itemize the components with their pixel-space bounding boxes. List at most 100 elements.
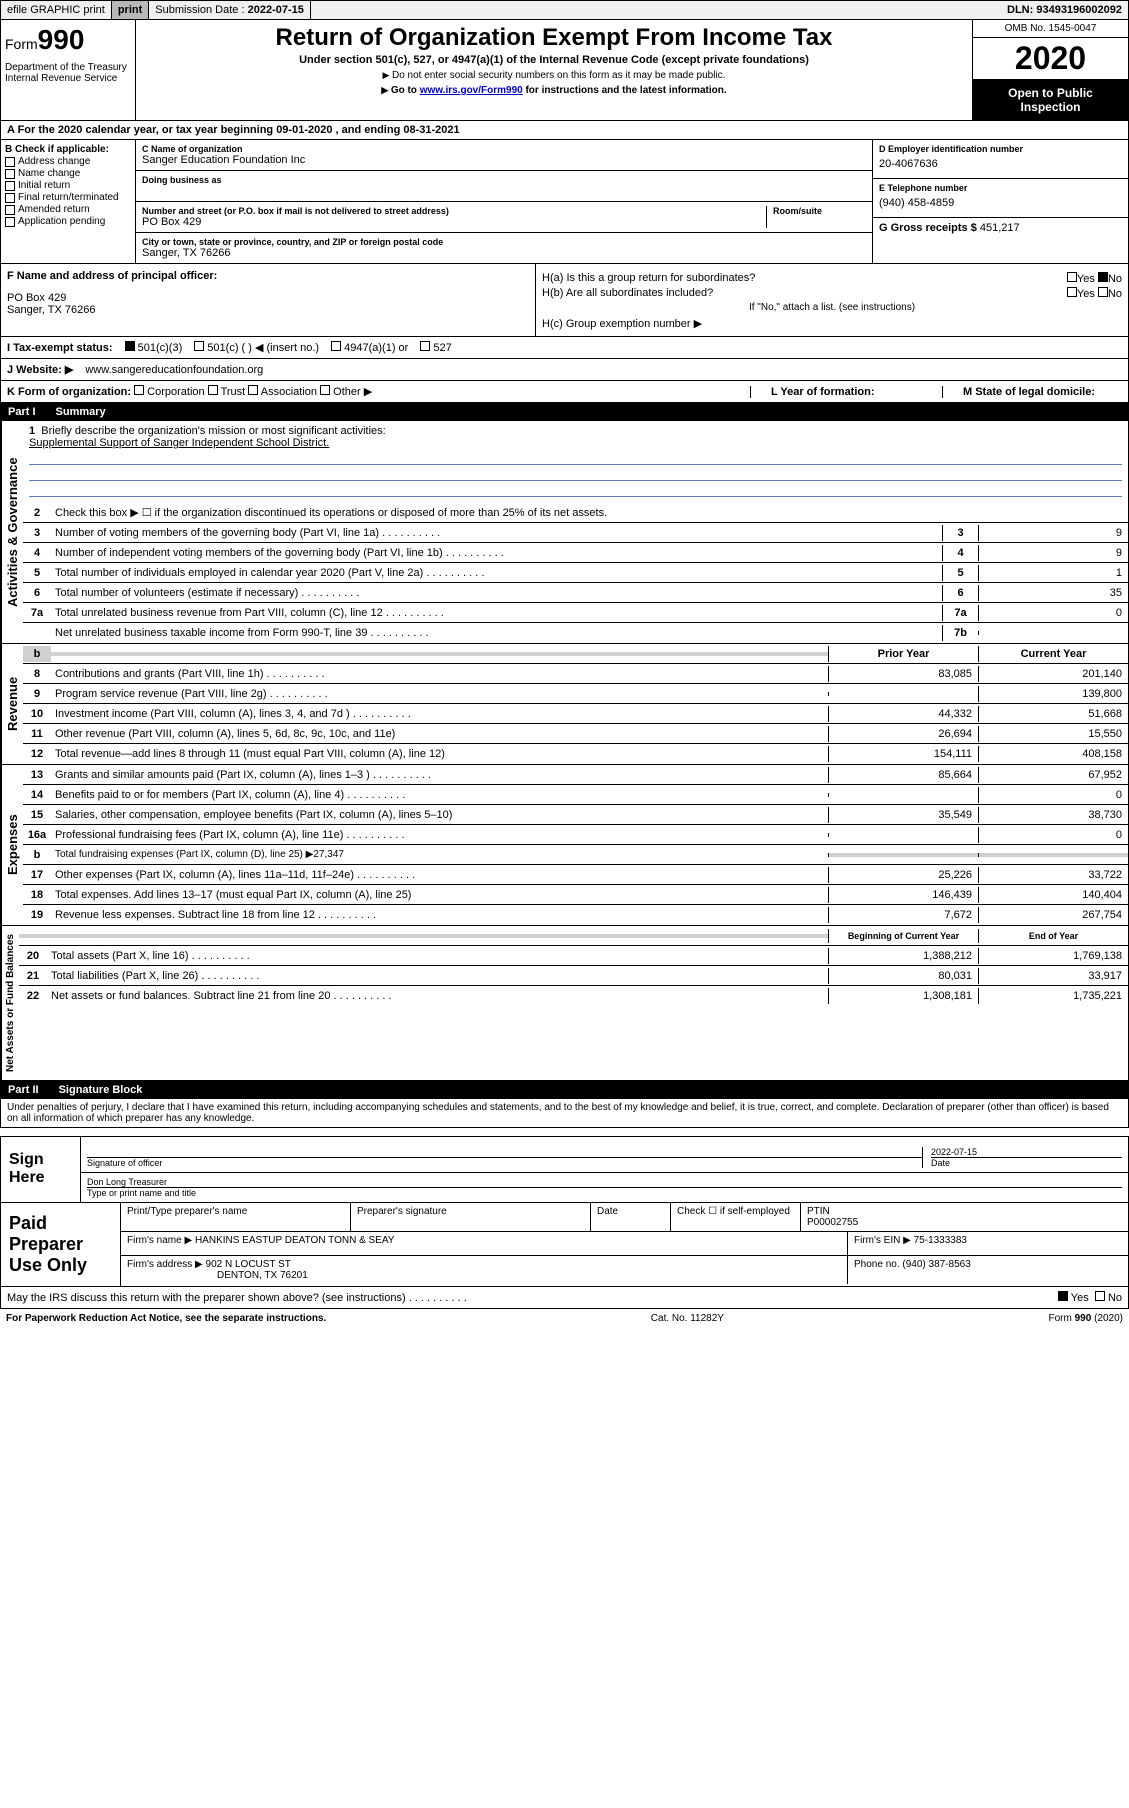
c12: 408,158 — [978, 746, 1128, 762]
c9: 139,800 — [978, 686, 1128, 702]
e20: 1,769,138 — [978, 948, 1128, 964]
line9: Program service revenue (Part VIII, line… — [51, 686, 828, 702]
b21: 80,031 — [828, 968, 978, 984]
line21: Total liabilities (Part X, line 26) — [47, 968, 828, 984]
chk-4947[interactable] — [331, 341, 341, 351]
firm-name-label: Firm's name ▶ — [127, 1235, 192, 1246]
b20: 1,388,212 — [828, 948, 978, 964]
m-state: M State of legal domicile: — [942, 386, 1122, 398]
line22: Net assets or fund balances. Subtract li… — [47, 988, 828, 1004]
omb-number: OMB No. 1545-0047 — [973, 20, 1128, 38]
line7a: Total unrelated business revenue from Pa… — [51, 605, 942, 621]
part1-header: Part ISummary — [0, 403, 1129, 421]
p10: 44,332 — [828, 706, 978, 722]
line16b: Total fundraising expenses (Part IX, col… — [51, 847, 828, 862]
chk-501c[interactable] — [194, 341, 204, 351]
chk-501c3[interactable] — [125, 341, 135, 351]
instruction-2: Go to www.irs.gov/Form990 for instructio… — [140, 85, 968, 96]
section-bcd: B Check if applicable: Address change Na… — [0, 140, 1129, 263]
section-revenue: Revenue bPrior YearCurrent Year 8Contrib… — [0, 644, 1129, 765]
print-button[interactable]: print — [112, 1, 149, 19]
hdr-end: End of Year — [978, 929, 1128, 943]
ha-yes[interactable] — [1067, 272, 1077, 282]
p12: 154,111 — [828, 746, 978, 762]
val3: 9 — [978, 525, 1128, 541]
chk-name-change[interactable]: Name change — [5, 168, 131, 179]
b-heading: B Check if applicable: — [5, 144, 131, 155]
chk-address-change[interactable]: Address change — [5, 156, 131, 167]
topbar: efile GRAPHIC print print Submission Dat… — [0, 0, 1129, 20]
line3: Number of voting members of the governin… — [51, 525, 942, 541]
discuss-yes[interactable] — [1058, 1291, 1068, 1301]
firm-ein-label: Firm's EIN ▶ — [854, 1235, 911, 1246]
chk-assoc[interactable] — [248, 385, 258, 395]
line4: Number of independent voting members of … — [51, 545, 942, 561]
line19: Revenue less expenses. Subtract line 18 … — [51, 907, 828, 923]
dln: DLN: 93493196002092 — [1001, 1, 1128, 19]
row-j-website: J Website: ▶ www.sangereducationfoundati… — [0, 359, 1129, 381]
sign-here-block: Sign Here Signature of officer 2022-07-1… — [0, 1136, 1129, 1203]
line15: Salaries, other compensation, employee b… — [51, 807, 828, 823]
ptin-value: P00002755 — [807, 1217, 1122, 1228]
c18: 140,404 — [978, 887, 1128, 903]
chk-other[interactable] — [320, 385, 330, 395]
paid-preparer-label: Paid Preparer Use Only — [1, 1203, 121, 1286]
val6: 35 — [978, 585, 1128, 601]
line14: Benefits paid to or for members (Part IX… — [51, 787, 828, 803]
form-subtitle: Under section 501(c), 527, or 4947(a)(1)… — [140, 54, 968, 66]
p17: 25,226 — [828, 867, 978, 883]
row-i-tax-status: I Tax-exempt status: 501(c)(3) 501(c) ( … — [0, 337, 1129, 359]
p19: 7,672 — [828, 907, 978, 923]
website-link[interactable]: www.sangereducationfoundation.org — [85, 364, 263, 376]
mission-value: Supplemental Support of Sanger Independe… — [29, 437, 1122, 449]
c15: 38,730 — [978, 807, 1128, 823]
ein-value: 20-4067636 — [879, 154, 1122, 174]
form-footer: Form 990 (2020) — [1049, 1313, 1123, 1324]
dept-label: Department of the Treasury Internal Reve… — [5, 62, 131, 84]
expenses-label: Expenses — [1, 765, 23, 925]
instruction-1: Do not enter social security numbers on … — [140, 70, 968, 81]
street-value: PO Box 429 — [142, 216, 766, 228]
hb-yes[interactable] — [1067, 287, 1077, 297]
p11: 26,694 — [828, 726, 978, 742]
chk-pending[interactable]: Application pending — [5, 216, 131, 227]
footer-row: For Paperwork Reduction Act Notice, see … — [0, 1309, 1129, 1328]
line18: Total expenses. Add lines 13–17 (must eq… — [51, 887, 828, 903]
phone-value: (940) 387-8563 — [902, 1259, 970, 1270]
chk-amended[interactable]: Amended return — [5, 204, 131, 215]
hb-no[interactable] — [1098, 287, 1108, 297]
p13: 85,664 — [828, 767, 978, 783]
f-addr1: PO Box 429 — [7, 292, 529, 304]
b22: 1,308,181 — [828, 988, 978, 1004]
hc-label: H(c) Group exemption number ▶ — [542, 317, 1122, 330]
section-fh: F Name and address of principal officer:… — [0, 263, 1129, 337]
line20: Total assets (Part X, line 16) — [47, 948, 828, 964]
chk-trust[interactable] — [208, 385, 218, 395]
prep-print-label: Print/Type preparer's name — [121, 1203, 351, 1231]
open-public-badge: Open to Public Inspection — [973, 80, 1128, 120]
prep-sig-label: Preparer's signature — [351, 1203, 591, 1231]
declaration-text: Under penalties of perjury, I declare th… — [0, 1099, 1129, 1128]
line13: Grants and similar amounts paid (Part IX… — [51, 767, 828, 783]
chk-527[interactable] — [420, 341, 430, 351]
firm-addr1: 902 N LOCUST ST — [206, 1259, 291, 1270]
chk-corp[interactable] — [134, 385, 144, 395]
c13: 67,952 — [978, 767, 1128, 783]
paperwork-notice: For Paperwork Reduction Act Notice, see … — [6, 1313, 326, 1324]
c8: 201,140 — [978, 666, 1128, 682]
ein-label: D Employer identification number — [879, 144, 1122, 154]
irs-link[interactable]: www.irs.gov/Form990 — [420, 85, 523, 96]
ha-no[interactable] — [1098, 272, 1108, 282]
line5: Total number of individuals employed in … — [51, 565, 942, 581]
phone-label: Phone no. — [854, 1259, 900, 1270]
chk-final-return[interactable]: Final return/terminated — [5, 192, 131, 203]
dba-label: Doing business as — [142, 175, 866, 185]
p15: 35,549 — [828, 807, 978, 823]
org-name: Sanger Education Foundation Inc — [142, 154, 866, 166]
sig-date-value: 2022-07-15 — [931, 1147, 1122, 1157]
efile-label: efile GRAPHIC print — [1, 1, 112, 19]
discuss-no[interactable] — [1095, 1291, 1105, 1301]
chk-initial-return[interactable]: Initial return — [5, 180, 131, 191]
tax-year: 2020 — [973, 38, 1128, 80]
j-label: J Website: ▶ — [7, 363, 73, 376]
